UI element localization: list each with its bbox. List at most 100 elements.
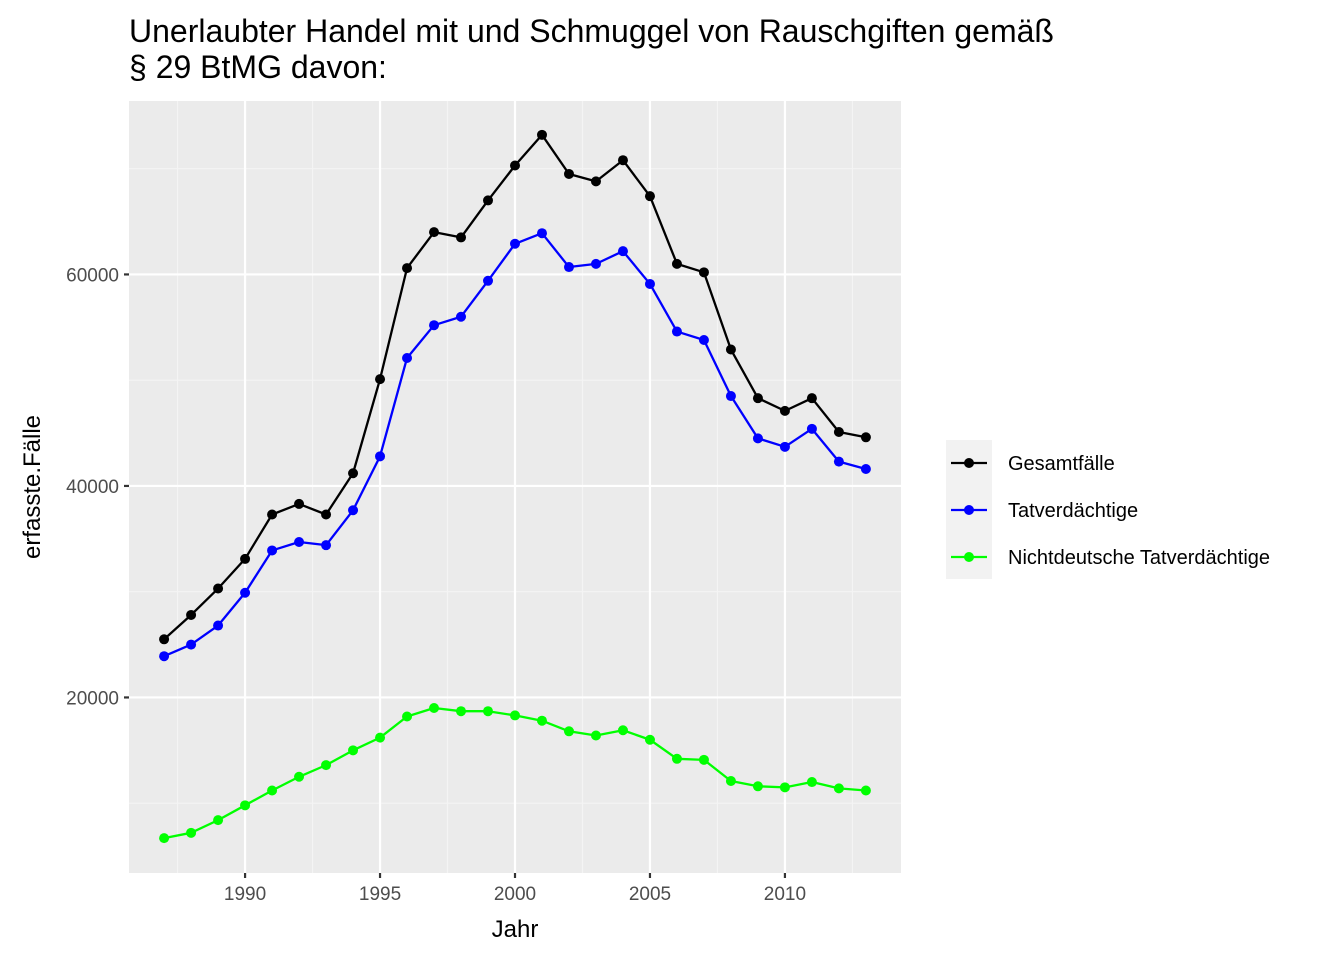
data-point [617,725,628,736]
data-point [429,703,440,714]
data-point [321,509,332,520]
major-gridlines [129,101,901,873]
data-point [806,393,817,404]
data-point [186,639,197,650]
data-point [483,706,494,717]
y-axis-title: erfasste.Fälle [19,415,46,559]
data-series [159,129,871,844]
data-point [213,815,224,826]
x-axis-title: Jahr [492,916,539,943]
data-point [833,456,844,467]
data-point [402,352,413,363]
data-point [186,609,197,620]
data-point [321,760,332,771]
data-point [617,155,628,166]
data-point [833,783,844,794]
data-point [671,326,682,337]
data-point [563,726,574,737]
data-point [429,320,440,331]
data-point [429,227,440,238]
data-point [644,191,655,202]
data-point [698,267,709,278]
data-point [752,781,763,792]
data-point [725,775,736,786]
data-point [483,275,494,286]
data-point [860,432,871,443]
data-point [348,468,359,479]
data-point [159,833,170,844]
data-point [590,730,601,741]
x-tick-label: 1995 [359,884,401,905]
data-point [375,732,386,743]
data-point [375,451,386,462]
legend-item: Gesamtfälle [951,453,1115,475]
data-point [321,540,332,551]
data-point [240,587,251,598]
x-axis: 1990 1995 2000 2005 2010 [224,873,806,905]
data-point [833,427,844,438]
data-point [402,711,413,722]
series-2 [159,703,871,844]
data-point [348,745,359,756]
chart-title-line: Unerlaubter Handel mit und Schmuggel von… [129,13,1054,49]
data-point [644,734,655,745]
data-point [456,232,467,243]
data-point [456,706,467,717]
data-point [536,228,547,239]
data-point [159,634,170,645]
data-point [267,545,278,556]
x-tick-label: 1990 [224,884,266,905]
x-tick-label: 2010 [764,884,806,905]
data-point [752,393,763,404]
data-point [159,651,170,662]
data-point [240,800,251,811]
chart-title: Unerlaubter Handel mit und Schmuggel von… [129,13,1054,85]
data-point [213,583,224,594]
data-point [186,827,197,838]
data-point [779,405,790,416]
legend: Gesamtfälle Tatverdächtige Nichtdeutsche T… [946,440,1270,579]
legend-label: Nichtdeutsche Tatverdächtige [1008,547,1270,569]
data-point [483,195,494,206]
data-point [806,423,817,434]
x-tick-label: 2005 [629,884,671,905]
y-tick-label: 60000 [66,265,119,286]
data-point [267,509,278,520]
chart-title-line: § 29 BtMG davon: [129,49,387,85]
data-point [294,771,305,782]
legend-key-point [964,458,974,468]
data-point [294,536,305,547]
data-point [510,710,520,721]
data-point [240,553,251,564]
data-point [267,785,278,796]
data-point [806,777,817,788]
data-point [536,715,547,726]
data-point [725,391,736,402]
data-point [617,246,628,257]
y-tick-label: 40000 [66,477,119,498]
data-point [860,785,871,796]
data-point [779,782,790,793]
legend-key-point [964,552,974,562]
data-point [590,258,601,269]
data-point [671,753,682,764]
data-point [375,374,386,385]
series-1 [159,228,871,662]
legend-label: Gesamtfälle [1008,453,1115,475]
legend-key-point [964,505,974,515]
data-point [510,238,520,249]
data-point [644,278,655,289]
data-point [725,344,736,355]
data-point [348,505,359,516]
data-point [752,433,763,444]
data-point [294,498,305,509]
data-point [698,335,709,346]
data-point [402,263,413,274]
data-point [536,129,547,140]
legend-item: Tatverdächtige [951,500,1138,522]
data-point [590,176,601,187]
data-point [698,754,709,765]
data-point [671,258,682,269]
x-tick-label: 2000 [494,884,536,905]
